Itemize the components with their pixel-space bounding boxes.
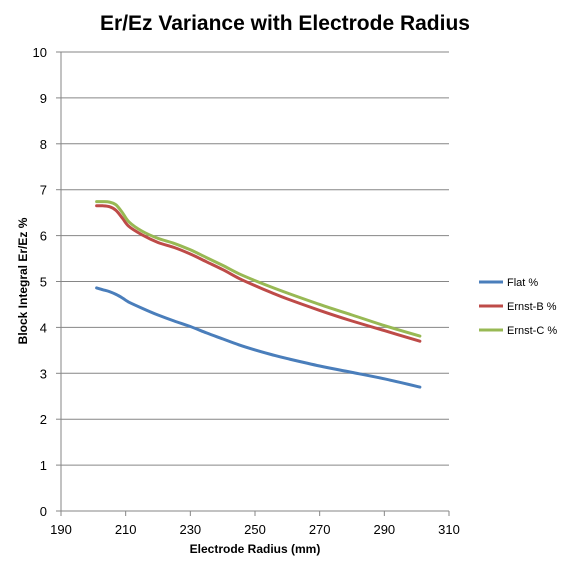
y-tick-label: 2 — [40, 412, 47, 427]
y-tick-label: 3 — [40, 366, 47, 381]
x-tick-label: 230 — [179, 522, 201, 537]
series-line-ernst-b — [95, 204, 422, 343]
y-tick-label: 4 — [40, 320, 47, 335]
x-axis-title: Electrode Radius (mm) — [190, 542, 321, 556]
series-line-ernst-c — [95, 200, 422, 338]
x-tick-label: 270 — [309, 522, 331, 537]
y-tick-label: 9 — [40, 91, 47, 106]
y-tick-label: 10 — [33, 45, 47, 60]
y-tick-label: 6 — [40, 229, 47, 244]
y-tick-label: 8 — [40, 137, 47, 152]
x-tick-label: 290 — [373, 522, 395, 537]
y-axis-ticks: 0 1 2 3 4 5 6 7 8 9 10 — [33, 45, 61, 519]
y-tick-label: 5 — [40, 275, 47, 290]
series-line-flat — [95, 286, 422, 389]
series-lines — [95, 200, 422, 389]
x-tick-label: 190 — [50, 522, 72, 537]
x-tick-label: 250 — [244, 522, 266, 537]
legend: Flat % Ernst-B % Ernst-C % — [479, 277, 557, 337]
y-axis-title: Block Integral Er/Ez % — [16, 217, 30, 344]
legend-label: Ernst-C % — [507, 325, 557, 337]
legend-label: Ernst-B % — [507, 301, 557, 313]
y-tick-label: 7 — [40, 183, 47, 198]
x-axis-ticks: 190 210 230 250 270 290 310 — [50, 511, 460, 537]
legend-label: Flat % — [507, 277, 538, 289]
gridlines — [61, 51, 449, 466]
y-tick-label: 0 — [40, 504, 47, 519]
y-tick-label: 1 — [40, 458, 47, 473]
x-tick-label: 210 — [115, 522, 137, 537]
x-tick-label: 310 — [438, 522, 460, 537]
chart-title: Er/Ez Variance with Electrode Radius — [100, 12, 470, 35]
